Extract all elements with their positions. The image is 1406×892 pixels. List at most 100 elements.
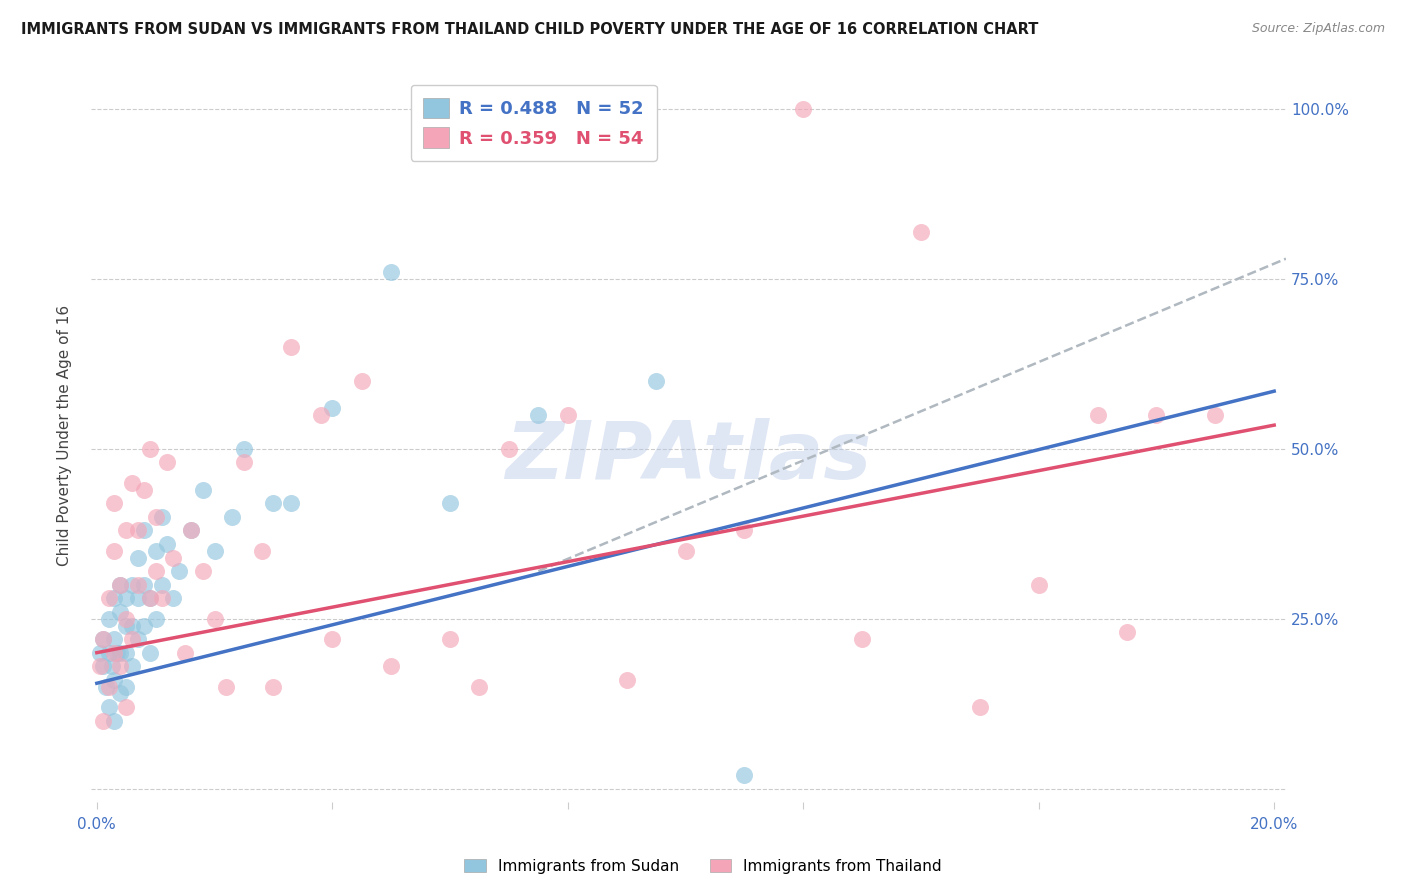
Point bbox=[191, 483, 214, 497]
Point bbox=[150, 578, 173, 592]
Point bbox=[262, 496, 284, 510]
Point bbox=[97, 612, 120, 626]
Point bbox=[110, 686, 132, 700]
Point bbox=[103, 673, 125, 687]
Point bbox=[121, 578, 143, 592]
Point bbox=[103, 646, 125, 660]
Point bbox=[127, 591, 149, 606]
Point bbox=[132, 483, 155, 497]
Point bbox=[191, 564, 214, 578]
Point bbox=[103, 591, 125, 606]
Point bbox=[150, 591, 173, 606]
Y-axis label: Child Poverty Under the Age of 16: Child Poverty Under the Age of 16 bbox=[58, 305, 72, 566]
Point bbox=[115, 646, 138, 660]
Point bbox=[91, 659, 114, 673]
Point bbox=[439, 632, 461, 646]
Point bbox=[97, 591, 120, 606]
Point bbox=[139, 442, 162, 456]
Point bbox=[145, 612, 167, 626]
Point bbox=[121, 618, 143, 632]
Point bbox=[645, 374, 668, 388]
Point bbox=[150, 509, 173, 524]
Point bbox=[733, 768, 755, 782]
Point bbox=[439, 496, 461, 510]
Point bbox=[110, 605, 132, 619]
Point bbox=[675, 543, 697, 558]
Point bbox=[139, 646, 162, 660]
Point bbox=[180, 524, 202, 538]
Point bbox=[262, 680, 284, 694]
Point bbox=[100, 659, 122, 673]
Point bbox=[1204, 408, 1226, 422]
Point bbox=[204, 612, 226, 626]
Point bbox=[89, 659, 111, 673]
Point bbox=[139, 591, 162, 606]
Point bbox=[94, 680, 117, 694]
Point bbox=[1116, 625, 1139, 640]
Point bbox=[110, 646, 132, 660]
Point bbox=[321, 632, 343, 646]
Point bbox=[139, 591, 162, 606]
Point bbox=[115, 612, 138, 626]
Point bbox=[97, 700, 120, 714]
Point bbox=[91, 632, 114, 646]
Point bbox=[233, 455, 256, 469]
Point bbox=[127, 632, 149, 646]
Point bbox=[115, 524, 138, 538]
Point bbox=[145, 564, 167, 578]
Point bbox=[115, 618, 138, 632]
Point bbox=[132, 578, 155, 592]
Point bbox=[97, 646, 120, 660]
Point bbox=[174, 646, 197, 660]
Point bbox=[103, 632, 125, 646]
Point bbox=[127, 550, 149, 565]
Point bbox=[91, 714, 114, 728]
Text: ZIPAtlas: ZIPAtlas bbox=[505, 418, 872, 496]
Point bbox=[132, 618, 155, 632]
Point bbox=[380, 265, 402, 279]
Point bbox=[969, 700, 991, 714]
Point bbox=[180, 524, 202, 538]
Point bbox=[110, 659, 132, 673]
Point bbox=[121, 475, 143, 490]
Text: Source: ZipAtlas.com: Source: ZipAtlas.com bbox=[1251, 22, 1385, 36]
Point bbox=[1087, 408, 1109, 422]
Point bbox=[910, 225, 932, 239]
Point bbox=[167, 564, 190, 578]
Point bbox=[215, 680, 238, 694]
Point bbox=[107, 646, 129, 660]
Point bbox=[103, 714, 125, 728]
Point bbox=[110, 578, 132, 592]
Point bbox=[156, 537, 179, 551]
Point bbox=[145, 509, 167, 524]
Point bbox=[115, 700, 138, 714]
Point bbox=[121, 659, 143, 673]
Point bbox=[132, 524, 155, 538]
Point bbox=[280, 340, 302, 354]
Point bbox=[733, 524, 755, 538]
Point bbox=[162, 591, 184, 606]
Point bbox=[97, 680, 120, 694]
Text: IMMIGRANTS FROM SUDAN VS IMMIGRANTS FROM THAILAND CHILD POVERTY UNDER THE AGE OF: IMMIGRANTS FROM SUDAN VS IMMIGRANTS FROM… bbox=[21, 22, 1039, 37]
Point bbox=[127, 578, 149, 592]
Point bbox=[204, 543, 226, 558]
Point bbox=[103, 496, 125, 510]
Point bbox=[127, 524, 149, 538]
Point bbox=[350, 374, 373, 388]
Point bbox=[321, 401, 343, 416]
Point bbox=[115, 680, 138, 694]
Point bbox=[309, 408, 332, 422]
Legend: R = 0.488   N = 52, R = 0.359   N = 54: R = 0.488 N = 52, R = 0.359 N = 54 bbox=[411, 85, 657, 161]
Point bbox=[380, 659, 402, 673]
Point bbox=[103, 543, 125, 558]
Point bbox=[156, 455, 179, 469]
Point bbox=[1028, 578, 1050, 592]
Point bbox=[498, 442, 520, 456]
Point bbox=[91, 632, 114, 646]
Point bbox=[527, 408, 550, 422]
Point bbox=[115, 591, 138, 606]
Point bbox=[250, 543, 273, 558]
Point bbox=[468, 680, 491, 694]
Point bbox=[233, 442, 256, 456]
Point bbox=[162, 550, 184, 565]
